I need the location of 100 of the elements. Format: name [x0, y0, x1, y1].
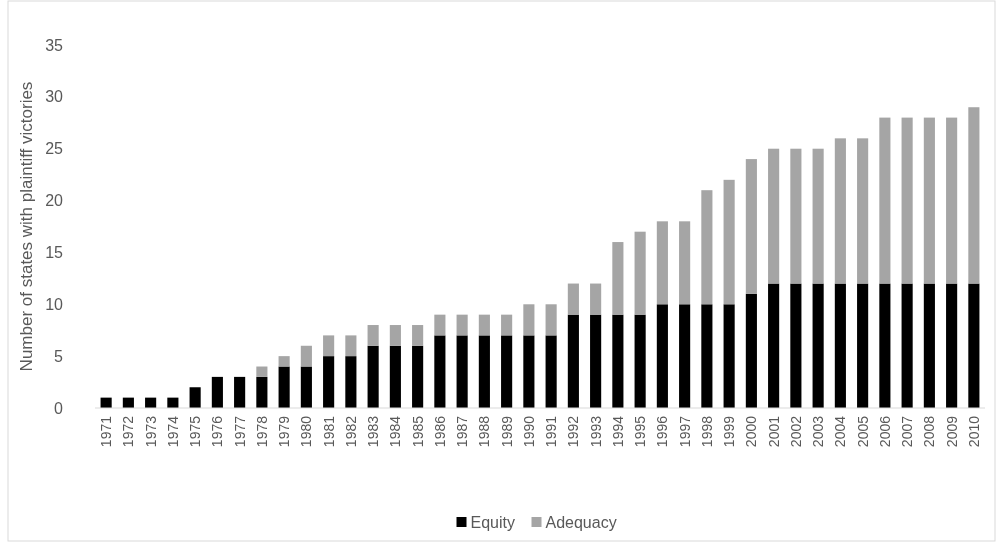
x-tick-label: 1982	[342, 415, 359, 448]
x-tick-label: 1972	[120, 415, 137, 448]
x-tick-label: 2000	[743, 415, 760, 448]
bar	[323, 356, 335, 408]
x-tick-label: 1978	[253, 415, 270, 448]
bar	[790, 283, 802, 408]
bar	[300, 366, 312, 408]
bar	[278, 356, 290, 367]
bar	[412, 325, 424, 346]
legend-label: Adequacy	[545, 513, 617, 531]
x-tick-label: 1976	[209, 415, 226, 448]
bar	[478, 314, 490, 336]
bar	[456, 335, 468, 408]
x-tick-label: 1977	[231, 415, 248, 448]
bar	[968, 283, 980, 408]
bar	[968, 107, 980, 284]
bar	[501, 314, 513, 336]
bar	[345, 335, 357, 357]
x-tick-label: 1989	[498, 415, 515, 448]
bar	[834, 138, 846, 284]
x-tick-label: 1983	[365, 415, 382, 448]
bar	[278, 366, 290, 408]
bar	[923, 283, 935, 408]
bar	[812, 283, 824, 408]
bar	[612, 314, 624, 408]
x-tick-label: 1992	[565, 415, 582, 448]
x-tick-label: 2001	[765, 415, 782, 448]
bar	[256, 366, 268, 377]
x-tick-label: 2007	[899, 415, 916, 448]
bar	[612, 242, 624, 315]
bar	[545, 304, 557, 336]
x-tick-label: 1984	[387, 415, 404, 448]
x-tick-label: 2009	[943, 415, 960, 448]
bar	[256, 376, 268, 408]
x-tick-label: 1986	[431, 415, 448, 448]
bar	[456, 314, 468, 336]
bar	[857, 283, 869, 408]
x-tick-label: 2005	[854, 415, 871, 448]
bar	[834, 283, 846, 408]
x-tick-label: 1981	[320, 415, 337, 448]
y-tick-label: 5	[54, 347, 64, 365]
y-tick-label: 25	[45, 140, 64, 158]
bar	[790, 148, 802, 284]
x-tick-label: 1979	[276, 415, 293, 448]
y-tick-label: 20	[45, 192, 64, 210]
x-tick-label: 2002	[787, 415, 804, 448]
y-tick-label: 0	[54, 399, 64, 417]
bar	[367, 325, 379, 346]
bar	[189, 387, 201, 408]
bar	[745, 159, 757, 294]
bar	[523, 304, 535, 336]
bar	[656, 304, 668, 408]
x-tick-label: 2008	[921, 415, 938, 448]
x-tick-label: 2003	[810, 415, 827, 448]
bar	[946, 283, 958, 408]
bar	[745, 293, 757, 408]
bar	[701, 190, 713, 305]
bar	[300, 345, 312, 367]
bar	[389, 325, 401, 346]
x-tick-label: 1971	[98, 415, 115, 448]
bar	[901, 283, 913, 408]
bar	[879, 283, 891, 408]
y-tick-label: 30	[45, 88, 64, 106]
bar	[946, 117, 958, 284]
bar	[590, 283, 602, 315]
bar	[701, 304, 713, 408]
x-tick-label: 1999	[721, 415, 738, 448]
bar	[901, 117, 913, 284]
x-tick-label: 1980	[298, 415, 315, 448]
bar	[501, 335, 513, 408]
x-tick-label: 1985	[409, 415, 426, 448]
bar	[323, 335, 335, 357]
bar	[723, 304, 735, 408]
bar	[879, 117, 891, 284]
x-tick-label: 1997	[676, 415, 693, 448]
x-tick-label: 1973	[142, 415, 159, 448]
bar	[679, 221, 691, 305]
bar	[857, 138, 869, 284]
bar	[389, 345, 401, 408]
bar	[812, 148, 824, 284]
bar	[412, 345, 424, 408]
bar	[723, 179, 735, 305]
bar	[211, 376, 223, 408]
y-tick-label: 15	[45, 244, 64, 262]
bar	[679, 304, 691, 408]
x-tick-label: 2006	[876, 415, 893, 448]
x-tick-label: 1996	[654, 415, 671, 448]
bar	[634, 314, 646, 408]
bar	[634, 231, 646, 315]
x-tick-label: 2004	[832, 415, 849, 448]
bar	[478, 335, 490, 408]
x-tick-label: 1974	[164, 415, 181, 448]
x-tick-label: 1991	[543, 415, 560, 448]
bar	[768, 283, 780, 408]
x-tick-label: 1994	[609, 415, 626, 448]
bar	[567, 283, 579, 315]
x-tick-label: 1988	[476, 415, 493, 448]
bar	[545, 335, 557, 408]
bar	[434, 335, 446, 408]
bar	[768, 148, 780, 284]
